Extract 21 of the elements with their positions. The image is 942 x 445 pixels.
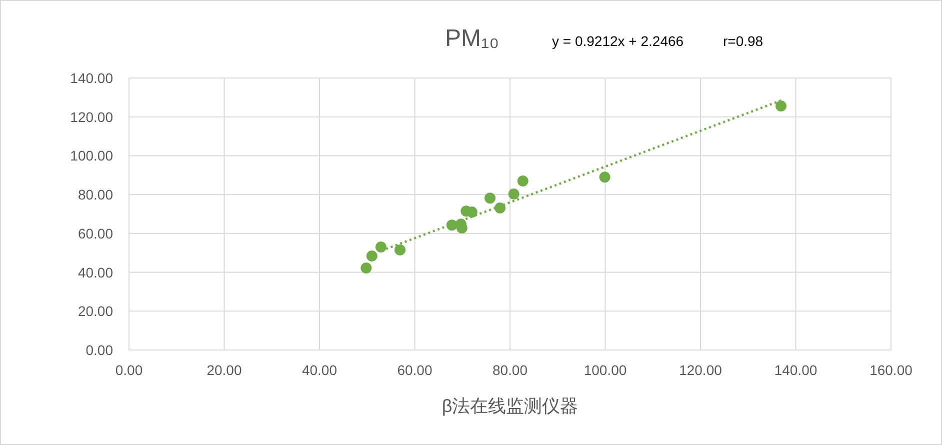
annotation: r=0.98 [723, 33, 764, 49]
xtick: 80.00 [492, 362, 528, 378]
ytick: 40.00 [78, 264, 113, 280]
title: PM₁₀ [444, 25, 500, 52]
xtick: 60.00 [397, 362, 432, 378]
ytick: 0.00 [86, 342, 113, 358]
annotation: y = 0.9212x + 2.2466 [552, 33, 684, 49]
xtick: 160.00 [870, 362, 912, 378]
ytick: 20.00 [78, 303, 113, 320]
xtick: 20.00 [206, 362, 242, 378]
xtick: 140.00 [774, 362, 818, 378]
ytick: 80.00 [78, 186, 113, 203]
ytick: 120.00 [70, 108, 113, 125]
xtick: 40.00 [302, 362, 338, 378]
xtick: 100.00 [584, 362, 627, 378]
ytick: 60.00 [78, 225, 113, 242]
xtick: 0.00 [115, 362, 143, 378]
xlabel: β法在线监测仪器 [442, 396, 578, 416]
ytick: 100.00 [70, 148, 113, 164]
xtick: 120.00 [679, 362, 722, 378]
ytick: 140.00 [70, 70, 113, 86]
